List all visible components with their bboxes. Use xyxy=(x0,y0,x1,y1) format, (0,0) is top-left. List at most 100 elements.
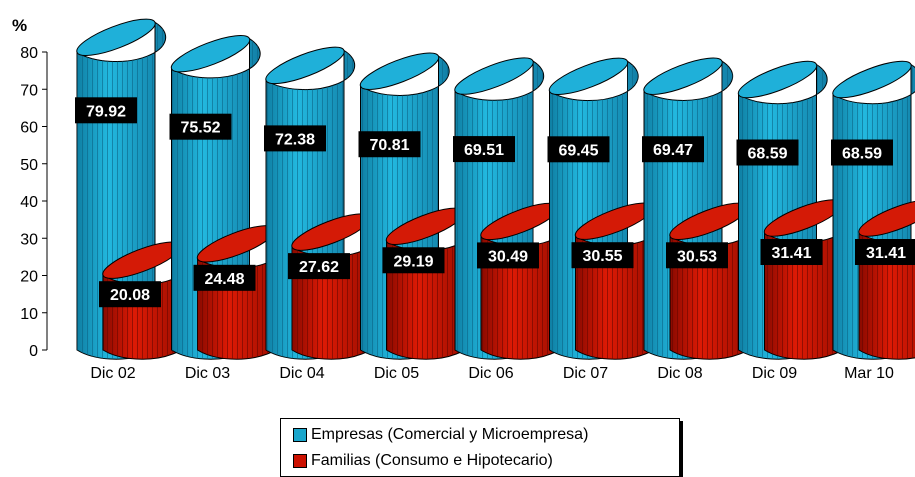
x-tick-label: Dic 05 xyxy=(374,365,419,382)
bar-empresas-top xyxy=(359,52,440,90)
bar-familias xyxy=(291,213,382,360)
bars-group: 79.92 20.08 75.52 24.48 72.38 27.62 70.81 29.19… xyxy=(75,18,915,360)
data-label-empresas: 68.59 xyxy=(736,139,799,166)
x-axis-ticks: Dic 02 Dic 03 Dic 04 Dic 05 Dic 06 Dic 07 Dic … xyxy=(90,365,894,382)
data-label-empresas-text: 69.45 xyxy=(558,142,598,159)
data-label-familias: 29.19 xyxy=(382,247,445,274)
bar-familias-ribs xyxy=(292,217,381,360)
data-label-empresas-text: 75.52 xyxy=(180,120,220,137)
bar-familias xyxy=(385,207,476,360)
bar-familias-ribs xyxy=(197,228,287,360)
data-label-familias-text: 31.41 xyxy=(866,245,906,262)
bar-empresas-top xyxy=(454,57,534,95)
data-label-familias: 31.41 xyxy=(760,238,823,265)
data-label-empresas-box xyxy=(75,97,137,124)
data-label-empresas-box xyxy=(264,125,326,152)
data-label-familias-box xyxy=(193,264,256,291)
legend-item-empresas: Empresas (Comercial y Microempresa) xyxy=(293,424,588,446)
y-tick-label: 20 xyxy=(20,269,38,286)
data-label-empresas: 70.81 xyxy=(358,131,421,158)
x-tick-label: Dic 04 xyxy=(279,365,324,382)
x-tick-label: Dic 03 xyxy=(185,365,230,382)
y-tick-label: 40 xyxy=(20,194,38,211)
legend: Empresas (Comercial y Microempresa) Fami… xyxy=(280,418,680,477)
data-label-empresas: 69.45 xyxy=(547,136,610,163)
data-label-familias: 30.49 xyxy=(477,242,539,269)
data-label-familias-box xyxy=(855,238,915,265)
data-label-empresas-box xyxy=(831,139,893,166)
bar-empresas-top xyxy=(643,57,723,95)
bar-empresas-top xyxy=(76,18,156,56)
bar-empresas-top xyxy=(832,60,912,99)
data-label-empresas-box xyxy=(642,136,704,163)
data-label-familias: 31.41 xyxy=(855,238,915,265)
data-label-empresas-text: 68.59 xyxy=(747,146,787,163)
y-tick-label: 70 xyxy=(20,82,38,99)
x-tick-label: Dic 08 xyxy=(657,365,702,382)
x-tick-label: Dic 09 xyxy=(752,365,797,382)
x-tick-label: Mar 10 xyxy=(844,365,894,382)
data-label-empresas-text: 79.92 xyxy=(86,103,126,120)
data-label-familias: 27.62 xyxy=(288,253,350,280)
x-tick-label: Dic 02 xyxy=(90,365,135,382)
bar-familias-top xyxy=(858,199,915,237)
data-label-familias-text: 29.19 xyxy=(393,253,433,270)
data-label-familias-box xyxy=(571,242,634,269)
data-label-familias-box xyxy=(477,242,539,269)
data-label-empresas-text: 72.38 xyxy=(275,131,315,148)
bar-empresas-top xyxy=(548,57,629,95)
data-label-empresas-box xyxy=(169,113,232,140)
y-tick-label: 50 xyxy=(20,157,38,174)
data-labels: 79.92 20.08 75.52 24.48 72.38 27.62 70.81 29.19… xyxy=(75,97,915,308)
data-label-empresas: 79.92 xyxy=(75,97,137,124)
legend-label-empresas: Empresas (Comercial y Microempresa) xyxy=(311,426,589,443)
y-tick-label: 10 xyxy=(20,306,38,323)
data-label-familias-text: 30.53 xyxy=(677,248,717,265)
y-axis-label: % xyxy=(12,16,27,35)
x-tick-label: Dic 07 xyxy=(563,365,608,382)
y-axis: 0 10 20 30 40 50 60 70 80 xyxy=(20,45,48,360)
legend-swatch-empresas xyxy=(293,428,307,442)
bar-familias-ribs xyxy=(386,211,476,360)
x-tick-label: Dic 06 xyxy=(468,365,513,382)
data-label-familias-text: 20.08 xyxy=(110,287,150,304)
data-label-empresas: 69.47 xyxy=(642,136,704,163)
data-label-empresas-box xyxy=(547,136,610,163)
data-label-empresas-box xyxy=(736,139,799,166)
data-label-empresas-text: 69.47 xyxy=(653,142,693,159)
data-label-familias-box xyxy=(760,238,823,265)
bar-familias xyxy=(196,225,287,360)
data-label-familias: 24.48 xyxy=(193,264,256,291)
legend-item-familias: Familias (Consumo e Hipotecario) xyxy=(293,450,553,472)
data-label-familias-text: 30.49 xyxy=(488,248,528,265)
data-label-empresas-text: 68.59 xyxy=(842,146,882,163)
data-label-empresas-text: 70.81 xyxy=(369,137,409,154)
data-label-familias-text: 30.55 xyxy=(582,248,622,265)
data-label-empresas: 72.38 xyxy=(264,125,326,152)
data-label-familias: 30.53 xyxy=(666,242,728,269)
data-label-familias: 30.55 xyxy=(571,242,634,269)
data-label-familias-box xyxy=(99,281,161,308)
y-tick-label: 80 xyxy=(20,45,38,62)
data-label-empresas-text: 69.51 xyxy=(464,142,504,159)
data-label-empresas: 69.51 xyxy=(453,136,515,163)
data-label-familias-text: 31.41 xyxy=(771,245,811,262)
data-label-familias-box xyxy=(382,247,445,274)
data-label-empresas: 68.59 xyxy=(831,139,893,166)
data-label-familias-box xyxy=(666,242,728,269)
data-label-familias-box xyxy=(288,253,350,280)
y-tick-label: 60 xyxy=(20,120,38,137)
bar-empresas-top xyxy=(265,46,345,85)
legend-label-familias: Familias (Consumo e Hipotecario) xyxy=(311,452,553,469)
y-tick-label: 30 xyxy=(20,231,38,248)
data-label-empresas: 75.52 xyxy=(169,113,232,140)
legend-swatch-familias xyxy=(293,454,307,468)
data-label-familias-text: 24.48 xyxy=(204,271,244,288)
data-label-empresas-box xyxy=(453,136,515,163)
data-label-familias: 20.08 xyxy=(99,281,161,308)
bar-empresas-top xyxy=(170,35,251,73)
y-tick-label: 0 xyxy=(29,343,38,360)
data-label-familias-text: 27.62 xyxy=(299,259,339,276)
bar-empresas-top xyxy=(737,60,818,99)
